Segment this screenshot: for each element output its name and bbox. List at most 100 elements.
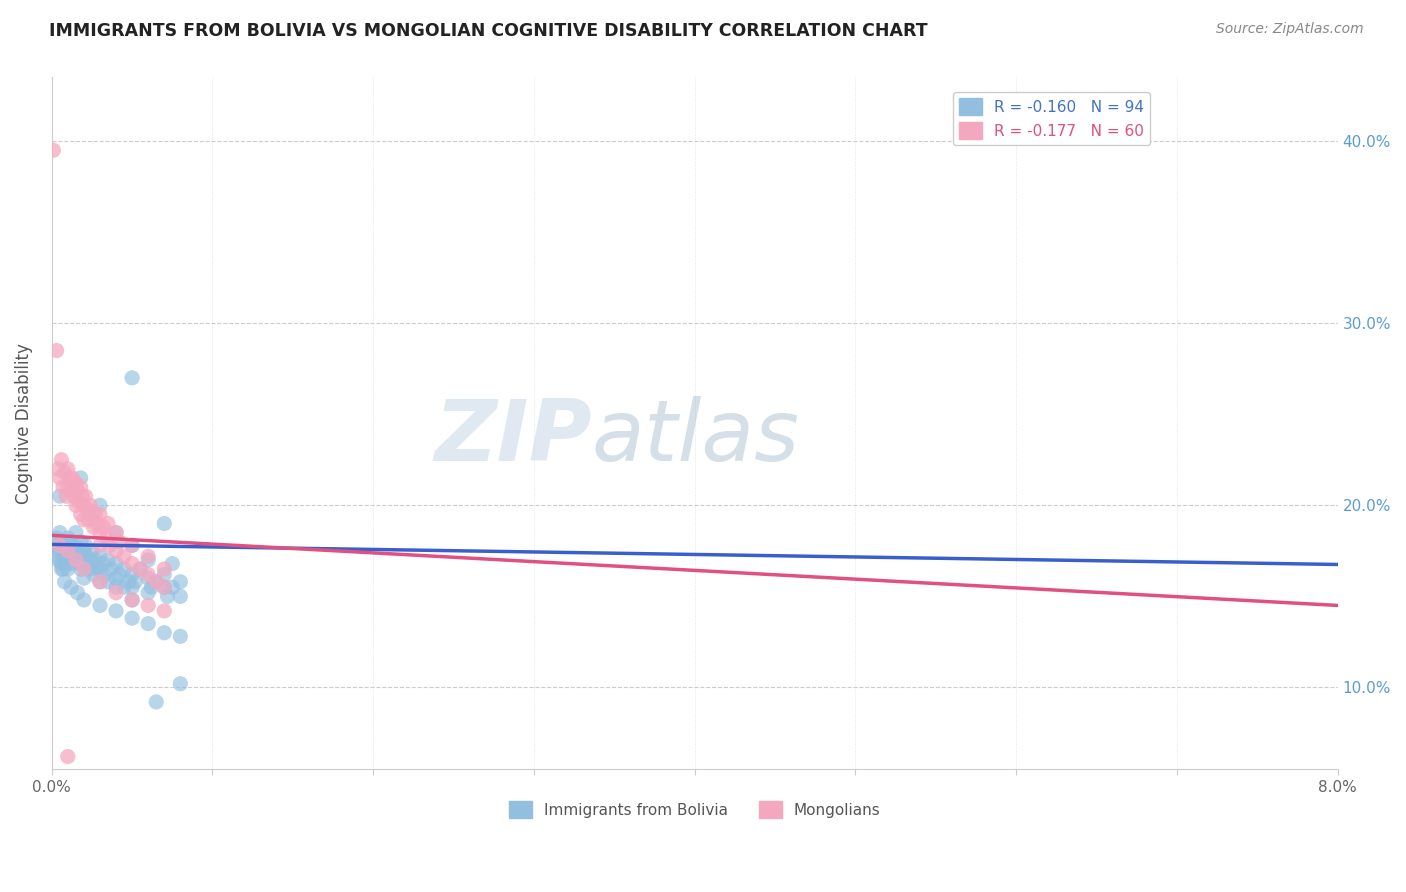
Point: [145, 695, 167, 709]
Point: [80, 544, 103, 558]
Point: [66, 544, 89, 558]
Point: [73, 513, 96, 527]
Point: [97, 553, 120, 567]
Point: [129, 562, 152, 576]
Point: [83, 520, 105, 534]
Point: [53, 553, 76, 567]
Point: [105, 571, 128, 585]
Point: [153, 567, 176, 582]
Point: [63, 489, 86, 503]
Point: [49, 538, 72, 552]
Point: [89, 508, 111, 522]
Point: [56, 531, 79, 545]
Point: [136, 549, 159, 564]
Point: [80, 557, 103, 571]
Point: [121, 371, 143, 385]
Point: [73, 593, 96, 607]
Point: [65, 498, 87, 512]
Point: [77, 562, 100, 576]
Point: [51, 452, 73, 467]
Point: [96, 531, 118, 545]
Point: [49, 471, 72, 485]
Point: [65, 553, 87, 567]
Point: [73, 562, 96, 576]
Point: [46, 462, 69, 476]
Point: [121, 611, 143, 625]
Point: [89, 574, 111, 589]
Point: [44, 538, 66, 552]
Point: [89, 538, 111, 552]
Point: [136, 553, 159, 567]
Point: [89, 574, 111, 589]
Point: [49, 489, 72, 503]
Point: [86, 562, 108, 576]
Point: [69, 480, 91, 494]
Point: [121, 593, 143, 607]
Point: [108, 567, 131, 582]
Point: [105, 557, 128, 571]
Point: [136, 616, 159, 631]
Point: [136, 567, 159, 582]
Point: [121, 580, 143, 594]
Point: [121, 538, 143, 552]
Point: [83, 567, 105, 582]
Point: [51, 534, 73, 549]
Point: [112, 562, 135, 576]
Point: [52, 562, 75, 576]
Point: [124, 574, 146, 589]
Text: IMMIGRANTS FROM BOLIVIA VS MONGOLIAN COGNITIVE DISABILITY CORRELATION CHART: IMMIGRANTS FROM BOLIVIA VS MONGOLIAN COG…: [49, 22, 928, 40]
Point: [100, 562, 122, 576]
Point: [77, 513, 100, 527]
Point: [105, 604, 128, 618]
Point: [84, 508, 107, 522]
Point: [73, 498, 96, 512]
Point: [89, 599, 111, 613]
Point: [136, 571, 159, 585]
Point: [52, 549, 75, 564]
Point: [141, 580, 163, 594]
Point: [121, 557, 143, 571]
Point: [60, 483, 83, 498]
Point: [45, 549, 67, 564]
Point: [49, 544, 72, 558]
Point: [121, 567, 143, 582]
Point: [118, 574, 141, 589]
Point: [65, 476, 87, 491]
Point: [60, 580, 83, 594]
Point: [89, 562, 111, 576]
Point: [53, 538, 76, 552]
Point: [153, 580, 176, 594]
Point: [121, 593, 143, 607]
Point: [55, 544, 77, 558]
Point: [60, 534, 83, 549]
Point: [73, 571, 96, 585]
Point: [105, 544, 128, 558]
Point: [56, 549, 79, 564]
Point: [97, 574, 120, 589]
Point: [55, 557, 77, 571]
Point: [66, 483, 89, 498]
Point: [45, 343, 67, 358]
Point: [121, 538, 143, 552]
Point: [69, 508, 91, 522]
Point: [79, 498, 101, 512]
Point: [153, 562, 176, 576]
Point: [91, 557, 114, 571]
Point: [72, 489, 94, 503]
Point: [56, 462, 79, 476]
Point: [153, 516, 176, 531]
Point: [76, 549, 98, 564]
Point: [65, 525, 87, 540]
Point: [129, 562, 152, 576]
Text: atlas: atlas: [592, 396, 800, 479]
Point: [66, 585, 89, 599]
Point: [91, 520, 114, 534]
Point: [108, 534, 131, 549]
Point: [67, 557, 90, 571]
Point: [153, 580, 176, 594]
Point: [112, 580, 135, 594]
Point: [42, 143, 65, 157]
Point: [53, 466, 76, 480]
Point: [56, 749, 79, 764]
Point: [58, 471, 80, 485]
